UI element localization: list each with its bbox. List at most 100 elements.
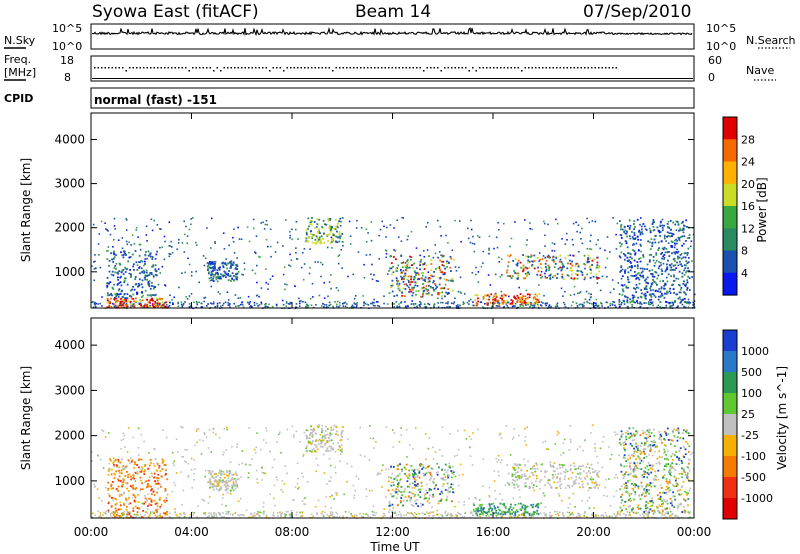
echo-cell [412, 448, 414, 450]
echo-cell [314, 238, 317, 241]
echo-cell [258, 514, 260, 517]
echo-cell [624, 229, 627, 232]
echo-cell [509, 254, 512, 256]
echo-cell [339, 453, 342, 455]
echo-cell [589, 248, 591, 250]
freq-point [395, 67, 397, 69]
echo-cell [242, 514, 245, 517]
echo-cell [166, 478, 169, 481]
echo-cell [471, 271, 474, 274]
echo-cell [688, 301, 691, 304]
echo-cell [519, 293, 522, 295]
echo-cell [411, 504, 413, 506]
echo-cell [471, 242, 474, 245]
echo-cell [588, 221, 591, 224]
echo-cell [323, 306, 325, 308]
echo-cell [114, 503, 117, 506]
freq-point [419, 67, 421, 69]
echo-cell [461, 516, 464, 518]
echo-cell [98, 254, 100, 256]
echo-cell [462, 473, 464, 476]
echo-cell [134, 496, 137, 499]
echo-cell [620, 463, 622, 465]
freq-point [321, 67, 323, 69]
echo-cell [619, 245, 622, 248]
freq-point [605, 67, 607, 69]
echo-cell [629, 237, 632, 240]
echo-cell [432, 515, 434, 517]
echo-cell [269, 493, 271, 496]
echo-cell [521, 505, 524, 508]
echo-cell [678, 463, 681, 466]
echo-cell [690, 240, 693, 242]
echo-cell [256, 482, 259, 484]
freq-point [423, 70, 425, 72]
echo-cell [688, 512, 691, 515]
echo-cell [406, 485, 409, 488]
echo-cell [437, 500, 440, 503]
echo-cell [157, 477, 160, 480]
echo-cell [412, 492, 415, 495]
echo-cell [131, 297, 133, 300]
echo-cell [379, 228, 382, 231]
echo-cell [365, 241, 368, 243]
echo-cell [428, 437, 431, 439]
echo-cell [667, 242, 670, 244]
echo-cell [284, 514, 286, 516]
echo-cell [226, 267, 229, 270]
echo-cell [522, 264, 525, 267]
echo-cell [146, 483, 149, 486]
echo-cell [401, 470, 403, 473]
echo-cell [441, 469, 443, 471]
echo-cell [486, 303, 489, 306]
echo-cell [92, 223, 95, 226]
echo-cell [136, 264, 139, 266]
colorbar-tick-label: 28 [741, 133, 755, 146]
echo-cell [653, 220, 655, 223]
echo-cell [320, 242, 323, 245]
echo-cell [100, 220, 103, 223]
echo-cell [217, 474, 219, 477]
echo-cell [97, 510, 99, 512]
echo-cell [639, 260, 642, 263]
echo-cell [449, 266, 452, 269]
echo-cell [139, 476, 142, 479]
echo-cell [589, 240, 592, 242]
echo-cell [400, 275, 402, 278]
echo-cell [444, 267, 446, 270]
echo-cell [490, 293, 493, 296]
echo-cell [401, 278, 403, 281]
echo-cell [275, 476, 278, 478]
echo-cell [598, 266, 601, 269]
echo-cell [560, 287, 563, 290]
echo-cell [332, 428, 335, 431]
echo-cell [627, 267, 629, 269]
echo-cell [620, 237, 623, 239]
echo-cell [109, 233, 112, 236]
echo-cell [275, 303, 278, 306]
echo-cell [576, 274, 579, 276]
echo-cell [509, 511, 511, 514]
echo-cell [240, 238, 243, 241]
echo-cell [376, 304, 379, 307]
echo-cell [177, 302, 179, 305]
echo-cell [252, 218, 255, 221]
echo-cell [665, 491, 668, 494]
echo-cell [324, 430, 327, 432]
echo-cell [387, 489, 390, 492]
echo-cell [151, 265, 154, 268]
echo-cell [447, 476, 450, 479]
echo-cell [124, 497, 127, 500]
echo-cell [397, 483, 400, 486]
echo-cell [441, 301, 444, 304]
echo-cell [110, 485, 112, 488]
echo-cell [335, 494, 338, 496]
echo-cell [574, 265, 577, 267]
echo-cell [641, 429, 644, 432]
echo-cell [136, 507, 139, 509]
echo-cell [628, 219, 631, 222]
echo-cell [306, 429, 309, 432]
echo-cell [677, 490, 679, 492]
echo-cell [315, 304, 317, 306]
